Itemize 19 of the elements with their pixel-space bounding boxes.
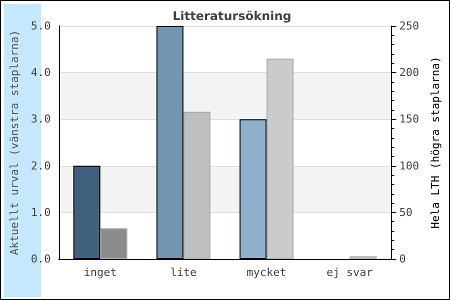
y2-tick-label: 0 <box>399 252 406 266</box>
y-axis-title: Aktuellt urval (vänstra staplarna) <box>8 30 21 256</box>
y2-tick-label: 150 <box>399 112 420 126</box>
chart-title: Litteratursökning <box>172 9 292 23</box>
y-tick-label: 4.0 <box>30 66 51 80</box>
y-tick-label: 0.0 <box>30 252 51 266</box>
y-tick-label: 2.0 <box>30 159 51 172</box>
x-tick-label: ej svar <box>326 266 374 279</box>
y2-tick-label: 200 <box>399 66 420 80</box>
y2-axis-title: Hela LTH (högra staplarna) <box>429 56 442 229</box>
y-tick-label: 1.0 <box>30 206 51 219</box>
y-tick-label: 5.0 <box>30 20 51 32</box>
x-tick-label: lite <box>170 266 197 279</box>
y2-tick-label: 100 <box>399 159 420 172</box>
x-tick-label: inget <box>84 266 117 279</box>
y2-tick-label: 250 <box>399 20 420 32</box>
y2-tick-label: 50 <box>399 206 412 219</box>
y-tick-label: 3.0 <box>30 112 51 126</box>
x-tick-label: mycket <box>246 266 286 279</box>
